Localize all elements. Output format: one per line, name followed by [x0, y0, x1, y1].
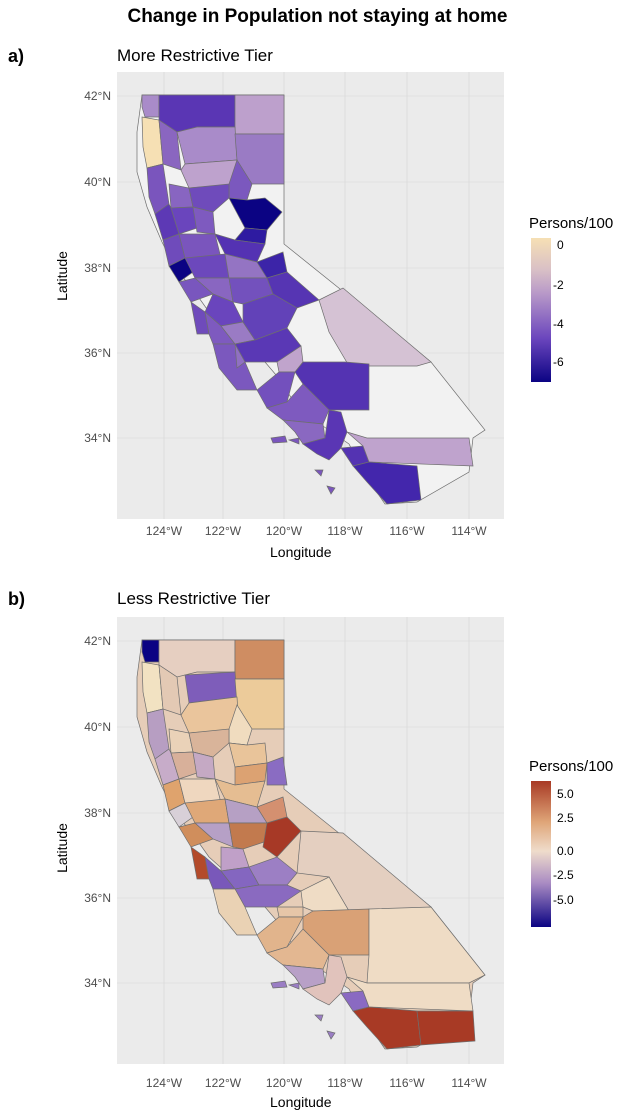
panel-b-xtick-124: 124°W	[145, 1076, 183, 1090]
county-inyo	[318, 287, 432, 367]
county-sierra-nevada	[228, 742, 268, 768]
panel-a-ytick-34: 34°N	[84, 431, 111, 445]
panel-a-ylabel: Latitude	[54, 251, 70, 301]
panel-a-legend-title: Persons/100	[529, 215, 614, 232]
panel-b-legend-label-5: 5.0	[557, 787, 574, 801]
panel-a-legend-label-m2: -2	[553, 278, 564, 292]
county-del-norte	[141, 639, 160, 663]
panel-a-legend-colorbar	[531, 238, 551, 382]
county-butte	[188, 728, 230, 758]
panel-b-xtick-114: 114°W	[451, 1076, 487, 1090]
island-4	[326, 1030, 336, 1040]
panel-a-xtick-120: 120°W	[265, 524, 303, 538]
panel-a-ytick-40: 40°N	[84, 175, 111, 189]
county-san-bernardino	[366, 906, 486, 984]
panel-b-map-svg	[117, 617, 504, 1064]
panel-b-letter: b)	[8, 589, 25, 609]
panel-a-xtick-116: 116°W	[389, 524, 425, 538]
panel-b-xtick-116: 116°W	[389, 1076, 425, 1090]
county-san-benito	[234, 343, 246, 369]
panel-a-map	[117, 72, 504, 519]
panel-b-ylabel: Latitude	[54, 823, 70, 873]
panel-b-counties	[136, 639, 486, 1050]
panel-b-ytick-36: 36°N	[84, 891, 111, 905]
island-4	[326, 485, 336, 495]
panel-b-ytick-40: 40°N	[84, 720, 111, 734]
panel-b-xtick-122: 122°W	[204, 1076, 242, 1090]
county-lassen	[234, 133, 285, 185]
county-shasta	[176, 126, 238, 165]
panel-a-legend-label-m4: -4	[553, 317, 564, 331]
panel-a-subtitle: More Restrictive Tier	[117, 46, 273, 65]
county-butte	[188, 183, 230, 213]
panel-b-legend-label-0: 0.0	[557, 844, 574, 858]
panel-a-legend-label-0: 0	[557, 238, 564, 252]
panel-b-map	[117, 617, 504, 1064]
panel-b-legend-label-m5: -5.0	[553, 893, 574, 907]
panel-b-legend-title: Persons/100	[529, 758, 614, 775]
county-mono	[262, 816, 302, 858]
county-imperial	[416, 1010, 476, 1046]
county-modoc	[234, 639, 285, 680]
island-3	[314, 469, 324, 477]
county-siskiyou	[158, 639, 236, 678]
panel-a-xtick-124: 124°W	[145, 524, 183, 538]
county-san-luis-obispo	[256, 371, 296, 409]
island-3	[314, 1014, 324, 1022]
panel-b-subtitle: Less Restrictive Tier	[117, 589, 271, 608]
panel-b-xtick-120: 120°W	[265, 1076, 303, 1090]
county-modoc	[234, 94, 285, 135]
panel-a-counties	[136, 94, 486, 505]
panel-a-ytick-42: 42°N	[84, 89, 111, 103]
county-napa-yolo	[178, 778, 222, 804]
county-el-dorado	[214, 233, 266, 263]
panel-b-ytick-38: 38°N	[84, 806, 111, 820]
panel-a-letter: a)	[8, 46, 25, 66]
panel-a-map-svg	[117, 72, 504, 519]
panel-b-legend-label-2-5: 2.5	[557, 811, 574, 825]
county-el-dorado	[214, 778, 266, 808]
panel-b-legend-label-m2-5: -2.5	[553, 868, 574, 882]
panel-a-xlabel: Longitude	[270, 544, 332, 560]
panel-b-ytick-34: 34°N	[84, 976, 111, 990]
panel-a-xtick-114: 114°W	[451, 524, 487, 538]
island-1	[270, 435, 288, 444]
island-2	[287, 982, 300, 990]
panel-a-xtick-118: 118°W	[327, 524, 363, 538]
county-san-diego	[352, 461, 422, 505]
county-siskiyou	[158, 94, 236, 133]
county-riverside	[346, 431, 474, 467]
county-mono	[266, 271, 320, 309]
panel-a-ytick-36: 36°N	[84, 346, 111, 360]
panel-b-xlabel: Longitude	[270, 1094, 332, 1110]
county-tuolumne	[228, 822, 274, 850]
county-san-luis-obispo	[256, 916, 304, 954]
panel-b-xtick-118: 118°W	[327, 1076, 363, 1090]
county-napa-yolo	[178, 233, 222, 259]
county-kings	[276, 906, 304, 918]
panel-a-ytick-38: 38°N	[84, 261, 111, 275]
panel-a-legend-label-m6: -6	[553, 355, 564, 369]
figure-title: Change in Population not staying at home	[127, 6, 508, 27]
county-madera	[248, 856, 298, 886]
county-del-norte	[141, 94, 160, 118]
county-alpine	[266, 756, 288, 786]
panel-b-ytick-42: 42°N	[84, 634, 111, 648]
island-2	[287, 437, 300, 445]
panel-a-xtick-122: 122°W	[204, 524, 242, 538]
panel-b-legend-colorbar	[531, 781, 551, 927]
county-san-diego	[352, 1006, 422, 1050]
island-1	[270, 980, 288, 989]
